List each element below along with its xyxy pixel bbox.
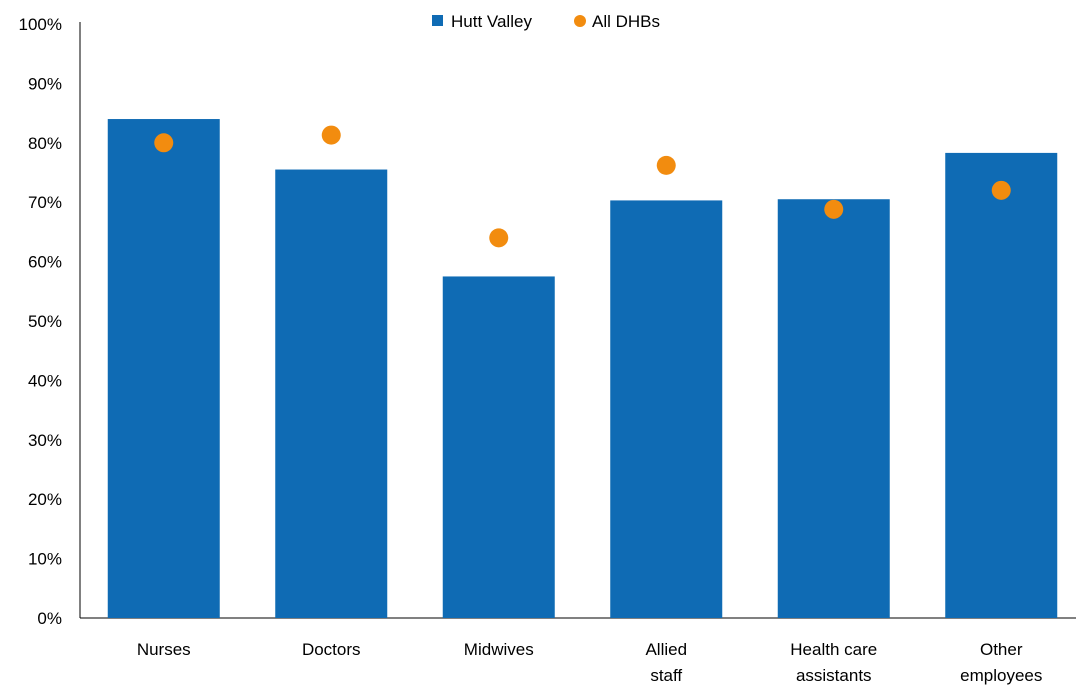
x-tick-label: Health care assistants xyxy=(790,640,877,685)
legend: Hutt Valley All DHBs xyxy=(432,12,660,31)
x-tick-label: Nurses xyxy=(137,640,191,659)
bar xyxy=(275,169,388,618)
bar xyxy=(107,119,220,618)
y-tick-label: 100% xyxy=(19,15,62,34)
x-tick-label: Other employees xyxy=(960,640,1042,685)
dot-point xyxy=(824,199,844,219)
dot-point xyxy=(991,180,1011,200)
dot-point xyxy=(656,155,676,175)
y-tick-label: 20% xyxy=(28,490,62,509)
x-tick-label: Doctors xyxy=(302,640,361,659)
legend-label: Hutt Valley xyxy=(451,12,532,31)
x-tick-label: Midwives xyxy=(464,640,534,659)
bar xyxy=(442,276,555,618)
dot-point xyxy=(154,133,174,153)
y-tick-label: 10% xyxy=(28,550,62,569)
y-tick-label: 40% xyxy=(28,371,62,390)
bar xyxy=(777,199,890,619)
bar xyxy=(945,152,1058,618)
y-tick-label: 90% xyxy=(28,74,62,93)
x-tick-label: Allied staff xyxy=(645,640,687,685)
y-tick-label: 30% xyxy=(28,431,62,450)
y-tick-label: 80% xyxy=(28,134,62,153)
axes-group: 0% 10% 20% 30% 40% 50% 60% 70% 80% 90% 100% Nurses D… xyxy=(19,15,1076,685)
legend-swatch-dot xyxy=(574,15,586,27)
dot-point xyxy=(489,228,509,248)
y-tick-label: 70% xyxy=(28,193,62,212)
legend-swatch-bar xyxy=(432,15,443,26)
dots-group xyxy=(154,125,1011,248)
y-tick-label: 60% xyxy=(28,253,62,272)
bar xyxy=(610,200,723,618)
dot-point xyxy=(321,125,341,145)
y-tick-label: 0% xyxy=(37,609,62,628)
y-tick-label: 50% xyxy=(28,312,62,331)
legend-label: All DHBs xyxy=(592,12,660,31)
bars-group xyxy=(107,119,1058,619)
